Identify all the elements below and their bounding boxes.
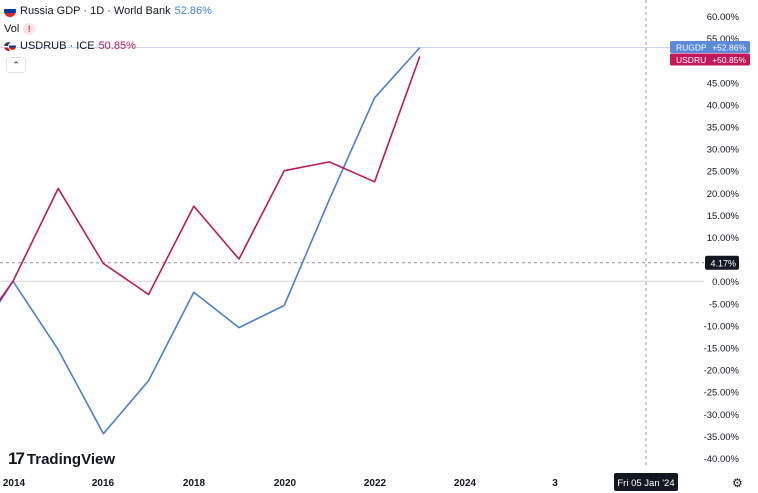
legend-compare-title: USDRUB · ICE: [20, 40, 95, 52]
tradingview-wordmark: TradingView: [26, 450, 116, 468]
crosshair-price-label: 4.17%: [705, 255, 739, 270]
price-scale-label: -40.00%: [704, 454, 740, 465]
time-scale-label: 2014: [3, 478, 26, 489]
usd-rub-flag-icon: [4, 40, 17, 52]
legend-main-title: Russia GDP · 1D · World Bank: [20, 5, 171, 17]
crosshair: [0, 0, 704, 468]
legend-compare-change: 50.85%: [98, 40, 136, 52]
badge-value: +50.85%: [712, 55, 746, 65]
price-scale-label: -10.00%: [704, 321, 740, 332]
legend-compare-series[interactable]: USDRUB · ICE 50.85%: [4, 40, 136, 52]
svg-text:Fri 05 Jan '24: Fri 05 Jan '24: [617, 478, 674, 489]
price-scale-label: -35.00%: [704, 432, 740, 443]
price-scale[interactable]: 60.00%55.00%50.00%45.00%40.00%35.00%30.0…: [670, 12, 750, 465]
price-scale-label: 55.00%: [707, 34, 740, 45]
price-scale-label: 15.00%: [707, 211, 740, 222]
warning-icon[interactable]: !: [23, 23, 36, 35]
time-scale-label: 2024: [454, 478, 477, 489]
price-scale-label: -5.00%: [709, 299, 740, 310]
price-scale-label: 0.00%: [712, 277, 739, 288]
price-scale-label: 40.00%: [707, 100, 740, 111]
legend-collapse-button[interactable]: ⌃: [6, 57, 26, 73]
series-line-rugdp[interactable]: [0, 47, 421, 435]
price-badge-rugdp[interactable]: RUGDP +52.86%: [670, 41, 750, 54]
time-scale-label: 2018: [183, 478, 206, 489]
legend-volume[interactable]: Vol !: [4, 23, 36, 35]
time-scale-label: 2016: [92, 478, 115, 489]
price-scale-label: -20.00%: [704, 366, 740, 377]
badge-symbol: USDRUB: [676, 55, 712, 65]
series-line-usdrub[interactable]: [0, 56, 421, 345]
price-scale-label: 10.00%: [707, 233, 740, 244]
price-scale-label: 25.00%: [707, 167, 740, 178]
price-scale-label: -30.00%: [704, 410, 740, 421]
gear-icon[interactable]: ⚙: [732, 476, 743, 490]
price-badge-usdrub[interactable]: USDRUB +50.85%: [670, 53, 750, 66]
russia-flag-icon: [4, 5, 16, 17]
time-scale-label: 2020: [274, 478, 297, 489]
time-scale-label: 3: [552, 478, 558, 489]
price-scale-label: -25.00%: [704, 388, 740, 399]
chevron-up-icon: ⌃: [12, 59, 20, 70]
legend-vol-label: Vol: [4, 23, 20, 35]
time-scale-label: 2022: [364, 478, 387, 489]
badge-value: +52.86%: [712, 43, 746, 53]
badge-symbol: RUGDP: [676, 43, 707, 53]
price-scale-label: 45.00%: [707, 78, 740, 89]
legend-main-series[interactable]: Russia GDP · 1D · World Bank 52.86%: [4, 5, 212, 17]
legend-main-change: 52.86%: [174, 5, 212, 17]
price-scale-label: 60.00%: [707, 12, 740, 23]
price-scale-label: 35.00%: [707, 123, 740, 134]
price-scale-label: -15.00%: [704, 344, 740, 355]
price-scale-label: 20.00%: [707, 189, 740, 200]
series-lines: [0, 47, 421, 435]
zero-line: [0, 47, 704, 282]
tradingview-logo-icon: 17: [8, 449, 25, 468]
svg-text:4.17%: 4.17%: [710, 258, 736, 268]
time-scale[interactable]: 2014 2016 2018 2020 2022 2024 3 Fri 05 Jan '24: [3, 473, 678, 491]
price-scale-label: 30.00%: [707, 145, 740, 156]
tradingview-watermark[interactable]: 17 TradingView: [8, 449, 115, 469]
crosshair-date-label: Fri 05 Jan '24: [614, 473, 678, 491]
